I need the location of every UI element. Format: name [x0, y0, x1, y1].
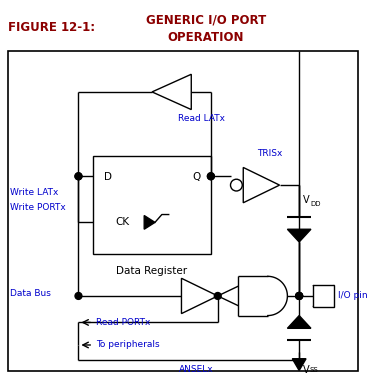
Text: Data Register: Data Register [116, 266, 188, 275]
Text: SS: SS [310, 367, 319, 373]
Polygon shape [152, 74, 191, 110]
Text: Read PORTx: Read PORTx [96, 318, 150, 327]
Text: Q: Q [192, 172, 200, 182]
Text: GENERIC I/O PORT: GENERIC I/O PORT [146, 13, 266, 26]
Circle shape [296, 293, 303, 299]
Polygon shape [292, 359, 306, 370]
Circle shape [231, 179, 242, 191]
Bar [313, 285, 335, 307]
Text: Data Bus: Data Bus [10, 290, 51, 298]
Text: V: V [303, 195, 310, 205]
Polygon shape [288, 229, 311, 242]
Text: Write PORTx: Write PORTx [10, 203, 66, 212]
Circle shape [296, 293, 303, 299]
Text: ANSELx: ANSELx [179, 365, 213, 374]
Circle shape [75, 293, 82, 299]
Circle shape [296, 293, 303, 299]
Circle shape [207, 173, 214, 180]
Text: To peripherals: To peripherals [96, 341, 160, 349]
Text: Read LATx: Read LATx [178, 114, 225, 123]
Text: Write LATx: Write LATx [10, 189, 58, 197]
Text: TRISx: TRISx [257, 149, 282, 158]
Text: OPERATION: OPERATION [168, 31, 244, 44]
Text: DD: DD [310, 201, 320, 207]
Text: D: D [104, 172, 112, 182]
Text: CK: CK [116, 218, 130, 227]
Circle shape [75, 173, 82, 180]
Bar [93, 156, 211, 254]
Polygon shape [144, 216, 155, 229]
Text: FIGURE 12-1:: FIGURE 12-1: [8, 21, 95, 34]
Circle shape [75, 173, 82, 180]
Bar [8, 51, 358, 371]
Circle shape [207, 173, 214, 180]
Polygon shape [288, 315, 311, 328]
Polygon shape [181, 278, 218, 314]
Circle shape [214, 293, 221, 299]
Polygon shape [243, 167, 279, 203]
Text: V: V [303, 365, 310, 375]
Text: I/O pin: I/O pin [338, 291, 368, 301]
